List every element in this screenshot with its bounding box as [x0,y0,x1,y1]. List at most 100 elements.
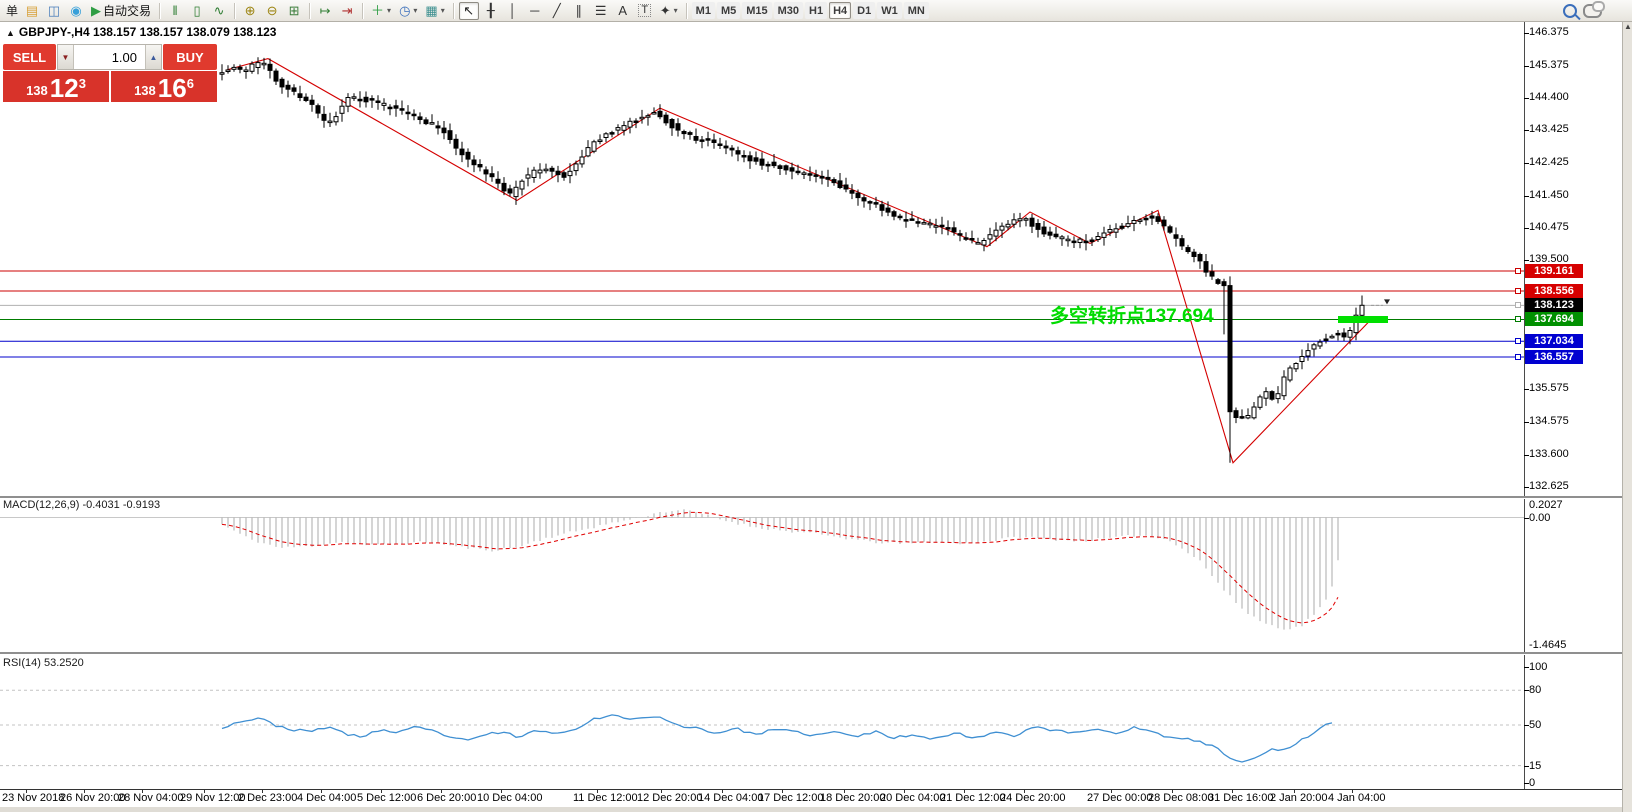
price-axis-tick: 135.575 [1529,382,1569,394]
price-axis-border [1524,22,1525,789]
rsi-axis-tick-mark [1524,725,1529,726]
time-axis-tick-mark [1352,789,1353,793]
time-axis-tick-mark [142,789,143,793]
price-axis-tick-mark [1524,228,1529,229]
timeframe-m5-button[interactable]: M5 [716,2,741,19]
price-line-marker [1515,268,1521,274]
time-axis-label: 2 Dec 23:00 [238,792,298,804]
time-axis-label: 14 Dec 04:00 [698,792,764,804]
rsi-line [221,714,1333,763]
rsi-label: RSI(14) 53.2520 [3,657,84,669]
dropdown-caret-icon[interactable]: ▾ [387,5,392,15]
sell-button[interactable]: SELL [3,44,56,70]
main-price-panel [0,57,1524,464]
time-axis-label: 29 Nov 12:00 [180,792,246,804]
timeframe-m1-button[interactable]: M1 [691,2,715,19]
rsi-axis-tick-mark [1524,766,1529,767]
timeframe-h4-button[interactable]: H4 [829,2,852,19]
time-axis-label: 24 Dec 20:00 [1000,792,1066,804]
dropdown-caret-icon[interactable]: ▾ [673,5,678,15]
panel-splitter[interactable] [0,652,1632,655]
price-axis-tick: 146.375 [1529,26,1569,38]
rsi-panel [0,689,1524,767]
time-axis-tick-mark [84,789,85,793]
macd-label: MACD(12,26,9) -0.4031 -0.9193 [3,499,161,511]
price-axis-tick: 141.450 [1529,189,1569,201]
macd-axis-tick: 0.00 [1529,512,1551,524]
time-axis-tick-mark [1232,789,1233,793]
search-icon[interactable] [1563,3,1577,18]
toolbar-separator [309,2,311,19]
price-axis-tick: 134.575 [1529,415,1569,427]
buy-price-display[interactable]: 138 16 6 [111,71,217,102]
price-tag-138.123: 138.123 [1525,298,1583,312]
window-right-strip: ▲ [1622,22,1632,812]
collapse-arrow-icon[interactable]: ▲ [6,28,15,38]
time-axis-tick-mark [1172,789,1173,793]
price-axis-tick: 143.425 [1529,123,1569,135]
trend-annotation[interactable]: 多空转折点137.694 [1050,306,1214,327]
macd-axis-tick: 0.2027 [1529,499,1563,511]
timeframe-mn-button[interactable]: MN [903,2,929,19]
time-axis-label: 23 Nov 2018 [2,792,65,804]
chat-icon[interactable] [1583,0,1605,18]
dropdown-caret-icon[interactable]: ▾ [413,5,418,15]
toolbar-separator [159,2,161,19]
auto-trading-label: 自动交易 [103,3,152,18]
time-axis-label: 12 Dec 20:00 [637,792,703,804]
candlestick-series [219,57,1365,463]
macd-axis-tick-mark [1524,518,1529,519]
dropdown-caret-icon[interactable]: ▾ [440,5,445,15]
panel-splitter[interactable] [0,496,1632,499]
time-axis-tick-mark [1111,789,1112,793]
price-axis-tick: 144.400 [1529,91,1569,103]
price-tag-139.161: 139.161 [1525,264,1583,278]
price-tag-137.034: 137.034 [1525,334,1583,348]
price-axis-tick-mark [1524,163,1529,164]
rsi-axis-tick-mark [1524,783,1529,784]
time-axis-label: 17 Dec 12:00 [758,792,824,804]
volume-stepper: ▼ 1.00 ▲ [57,44,162,70]
time-axis-label: 11 Dec 12:00 [573,792,638,804]
timeframe-m30-button[interactable]: M30 [773,2,804,19]
sell-price-display[interactable]: 138 12 3 [3,71,109,102]
rsi-axis-tick: 100 [1529,661,1548,673]
volume-decrease-button[interactable]: ▼ [58,45,74,69]
chart-scroll-arrow[interactable]: ▲ [1624,22,1632,31]
time-axis-label: 2 Jan 20:00 [1270,792,1328,804]
volume-input[interactable]: 1.00 [74,45,145,69]
price-line-marker [1515,338,1521,344]
price-line-marker [1515,288,1521,294]
price-axis-tick-mark [1524,260,1529,261]
buy-button[interactable]: BUY [163,44,217,70]
timeframe-h1-button[interactable]: H1 [805,2,828,19]
price-axis-tick-mark [1524,455,1529,456]
price-axis-tick: 142.425 [1529,156,1569,168]
time-axis-tick-mark [204,789,205,793]
timeframe-m15-button[interactable]: M15 [742,2,772,19]
rsi-axis-tick-mark [1524,690,1529,691]
one-click-trading-panel: SELL ▼ 1.00 ▲ BUY 138 12 3 138 16 6 [3,44,217,102]
rsi-axis-tick-mark [1524,667,1529,668]
time-axis-label: 5 Dec 12:00 [357,792,417,804]
toolbar-separator [452,2,454,19]
timeframe-w1-button[interactable]: W1 [877,2,902,19]
time-axis-label: 31 Dec 16:00 [1208,792,1274,804]
price-axis-tick: 145.375 [1529,59,1569,71]
price-axis-tick-mark [1524,130,1529,131]
time-axis-tick-mark [661,789,662,793]
time-axis-tick-mark [381,789,382,793]
price-axis-tick: 132.625 [1529,480,1569,492]
time-axis-tick-mark [597,789,598,793]
time-axis-label: 18 Dec 20:00 [820,792,886,804]
zigzag-line [225,58,1369,464]
window-bottom-strip [0,807,1632,812]
volume-increase-button[interactable]: ▲ [145,45,161,69]
price-line-marker [1515,354,1521,360]
time-axis-label: 28 Dec 08:00 [1148,792,1214,804]
time-axis-label: 10 Dec 04:00 [477,792,543,804]
timeframe-d1-button[interactable]: D1 [853,2,876,19]
price-axis-tick-mark [1524,487,1529,488]
